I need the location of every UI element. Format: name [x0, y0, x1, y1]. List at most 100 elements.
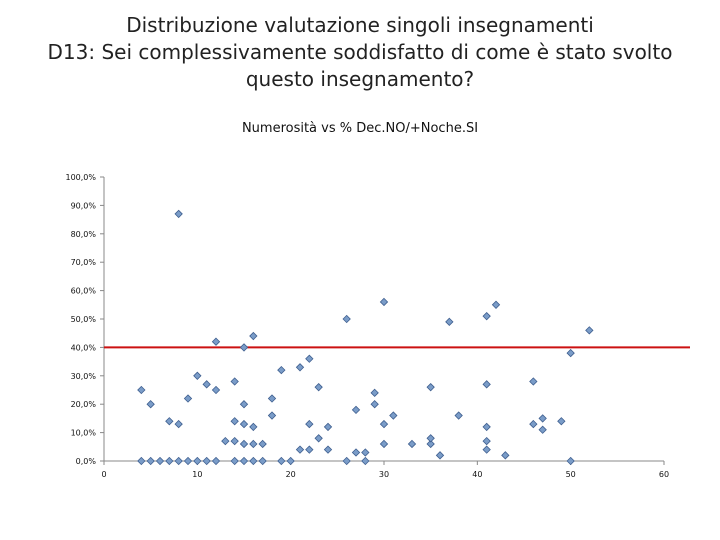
data-point	[361, 448, 370, 457]
data-point	[211, 337, 221, 346]
data-point	[491, 300, 501, 309]
data-point	[239, 439, 249, 449]
y-tick-label: 80,0%	[71, 230, 97, 239]
data-point	[389, 411, 398, 420]
data-point	[566, 456, 575, 466]
chart-title: Distribuzione valutazione singoli insegn…	[0, 12, 720, 93]
data-point	[155, 456, 165, 466]
x-tick-label: 30	[379, 470, 389, 479]
data-point	[361, 456, 370, 466]
x-tick-label: 10	[192, 470, 202, 479]
data-point	[557, 417, 566, 426]
chart-title-line2: D13: Sei complessivamente soddisfatto di…	[47, 40, 673, 64]
y-tick-label: 20,0%	[71, 400, 97, 409]
data-point	[323, 445, 333, 454]
y-tick-label: 40,0%	[71, 343, 97, 352]
data-point	[239, 456, 249, 466]
data-point	[426, 434, 435, 443]
data-point	[267, 394, 277, 403]
data-point	[295, 363, 305, 372]
data-point	[435, 451, 445, 460]
data-point	[258, 439, 267, 449]
chart-subtitle: Numerosità vs % Dec.NO/+Noche.SI	[241, 121, 479, 136]
data-point	[370, 400, 379, 409]
y-tick-label: 50,0%	[71, 315, 97, 324]
data-point	[426, 439, 435, 449]
data-point	[295, 445, 305, 454]
data-point	[193, 371, 202, 380]
data-point	[538, 414, 547, 423]
data-point	[529, 419, 538, 429]
y-tick-label: 10,0%	[71, 429, 97, 438]
data-point	[211, 385, 221, 395]
data-point	[183, 394, 193, 403]
data-point	[267, 411, 277, 420]
data-point	[146, 400, 155, 409]
y-tick-label: 0,0%	[76, 457, 97, 466]
data-point	[249, 422, 258, 432]
data-point	[482, 436, 491, 446]
data-point	[351, 405, 361, 415]
data-point	[193, 456, 202, 466]
data-point	[305, 445, 314, 454]
data-point	[305, 354, 314, 363]
data-point	[165, 417, 174, 426]
y-tick-label: 70,0%	[71, 258, 97, 267]
data-point	[351, 448, 361, 457]
data-point	[165, 456, 174, 466]
x-tick-label: 40	[472, 470, 482, 479]
x-tick-label: 60	[659, 470, 669, 479]
x-tick-label: 20	[286, 470, 296, 479]
x-tick-label: 50	[566, 470, 576, 479]
data-point	[585, 326, 594, 335]
data-point	[249, 331, 258, 341]
data-point	[314, 382, 323, 392]
data-point	[482, 422, 491, 432]
data-point	[174, 456, 183, 466]
data-point	[239, 400, 249, 409]
data-point	[249, 439, 258, 449]
data-point	[501, 451, 510, 460]
data-point	[482, 380, 491, 389]
data-point	[314, 434, 323, 443]
data-point	[482, 445, 491, 454]
data-point	[323, 422, 333, 432]
data-point	[379, 297, 389, 307]
data-point	[146, 456, 155, 466]
data-point	[426, 382, 435, 392]
data-point	[538, 425, 547, 434]
y-tick-label: 90,0%	[71, 201, 97, 210]
x-tick-label: 0	[101, 470, 106, 479]
data-point	[566, 348, 575, 358]
data-point	[137, 385, 146, 395]
data-point	[445, 317, 454, 327]
data-point	[230, 456, 239, 466]
data-point	[342, 314, 351, 324]
data-point	[239, 343, 249, 352]
data-point	[258, 456, 267, 466]
data-point	[277, 456, 286, 466]
data-point	[342, 456, 351, 466]
data-point	[221, 436, 230, 446]
data-point	[305, 419, 314, 429]
data-point	[482, 311, 491, 321]
data-point	[137, 456, 146, 466]
data-point	[202, 380, 211, 389]
data-point	[230, 417, 239, 426]
chart-title-line1: Distribuzione valutazione singoli insegn…	[126, 13, 594, 37]
data-point	[249, 456, 258, 466]
data-point	[230, 377, 239, 386]
y-tick-label: 30,0%	[71, 372, 97, 381]
data-point	[174, 209, 183, 219]
data-point	[454, 411, 463, 420]
data-point	[183, 456, 193, 466]
data-point	[379, 419, 389, 429]
data-point	[286, 456, 295, 466]
data-point	[407, 439, 417, 449]
data-point	[211, 456, 221, 466]
data-point	[529, 377, 538, 386]
y-tick-label: 60,0%	[71, 287, 97, 296]
data-point	[230, 436, 239, 446]
data-point	[370, 388, 379, 398]
